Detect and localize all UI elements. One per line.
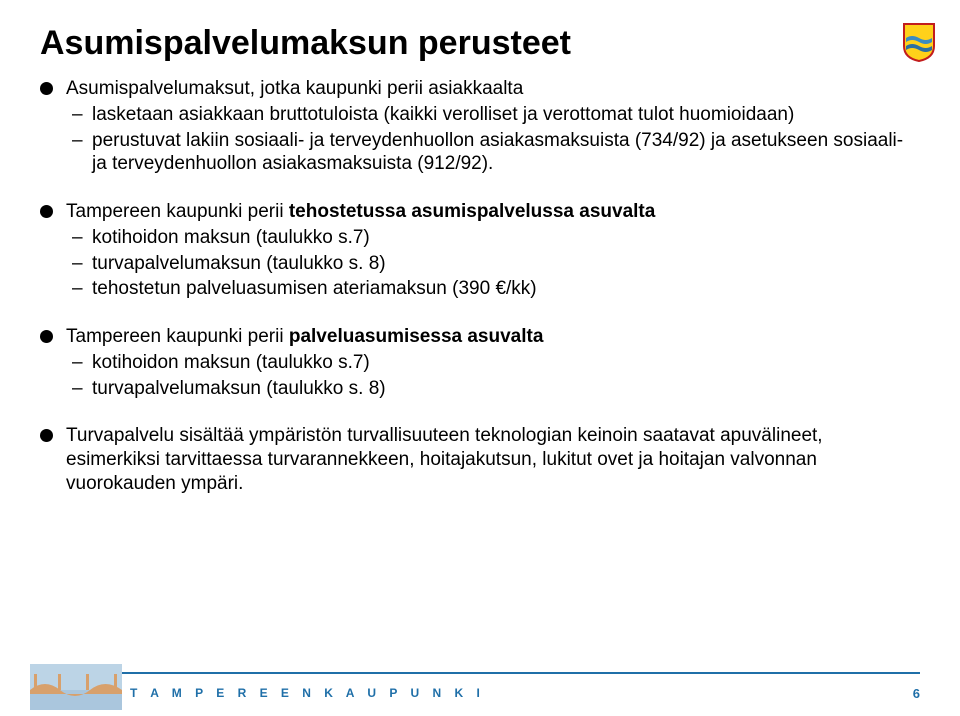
footer-divider bbox=[40, 672, 920, 674]
slide-footer: T A M P E R E E N K A U P U N K I 6 bbox=[0, 672, 960, 716]
city-crest-icon bbox=[902, 22, 936, 62]
page-number: 6 bbox=[913, 686, 920, 701]
bullet-list: Asumispalvelumaksut, jotka kaupunki peri… bbox=[40, 77, 920, 496]
bullet-lead-bold: tehostetussa asumispalvelussa asuvalta bbox=[289, 201, 655, 222]
bullet-lead: Asumispalvelumaksut, jotka kaupunki peri… bbox=[66, 78, 523, 99]
bullet-lead-pre: Tampereen kaupunki perii bbox=[66, 326, 289, 347]
bullet-lead-pre: Tampereen kaupunki perii bbox=[66, 201, 289, 222]
footer-bridge-icon bbox=[30, 664, 122, 710]
sub-list: kotihoidon maksun (taulukko s.7) turvapa… bbox=[66, 351, 920, 401]
slide: Asumispalvelumaksun perusteet Asumispalv… bbox=[0, 0, 960, 716]
sub-item: turvapalvelumaksun (taulukko s. 8) bbox=[66, 377, 920, 401]
bullet-item: Turvapalvelu sisältää ympäristön turvall… bbox=[40, 424, 920, 495]
sub-item: turvapalvelumaksun (taulukko s. 8) bbox=[66, 252, 920, 276]
bullet-item: Asumispalvelumaksut, jotka kaupunki peri… bbox=[40, 77, 920, 176]
sub-item: kotihoidon maksun (taulukko s.7) bbox=[66, 351, 920, 375]
bullet-lead-bold: palveluasumisessa asuvalta bbox=[289, 326, 544, 347]
sub-item: perustuvat lakiin sosiaali- ja terveyden… bbox=[66, 129, 920, 177]
footer-org: T A M P E R E E N K A U P U N K I bbox=[130, 686, 485, 700]
bullet-lead: Turvapalvelu sisältää ympäristön turvall… bbox=[66, 425, 823, 494]
bullet-item: Tampereen kaupunki perii tehostetussa as… bbox=[40, 200, 920, 301]
sub-item: kotihoidon maksun (taulukko s.7) bbox=[66, 226, 920, 250]
slide-title: Asumispalvelumaksun perusteet bbox=[40, 24, 920, 63]
sub-item: lasketaan asiakkaan bruttotuloista (kaik… bbox=[66, 103, 920, 127]
sub-item: tehostetun palveluasumisen ateriamaksun … bbox=[66, 277, 920, 301]
sub-list: kotihoidon maksun (taulukko s.7) turvapa… bbox=[66, 226, 920, 301]
bullet-item: Tampereen kaupunki perii palveluasumises… bbox=[40, 325, 920, 400]
sub-list: lasketaan asiakkaan bruttotuloista (kaik… bbox=[66, 103, 920, 176]
